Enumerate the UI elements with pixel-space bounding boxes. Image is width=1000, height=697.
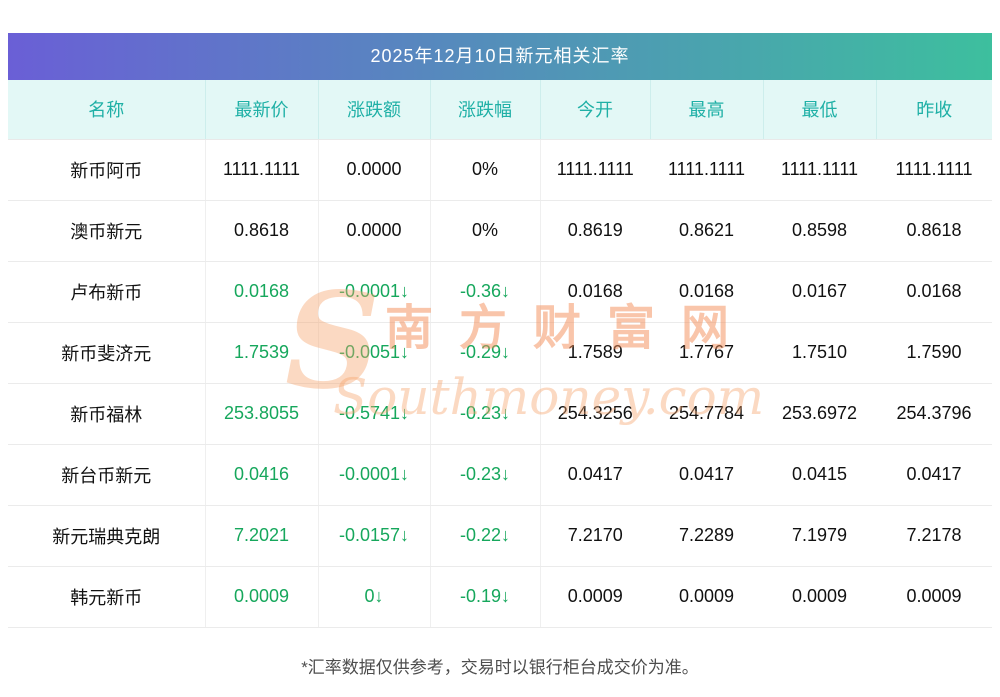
cell-high: 1111.1111: [650, 139, 763, 201]
table-row: 新币斐济元 1.7539 -0.0051↓ -0.29↓ 1.7589 1.7767 1.7…: [8, 322, 992, 384]
cell-low: 7.1979: [763, 505, 876, 567]
cell-name: 新币斐济元: [8, 322, 206, 384]
cell-name: 新台币新元: [8, 444, 206, 506]
column-header-high: 最高: [650, 80, 764, 140]
table-header: 名称 最新价 涨跌额 涨跌幅 今开 最高 最低 昨收: [8, 80, 992, 140]
cell-latest: 0.8618: [205, 200, 319, 262]
cell-pct: -0.23↓: [430, 444, 541, 506]
cell-open: 1.7589: [540, 322, 650, 384]
cell-prev: 254.3796: [876, 383, 992, 445]
cell-pct: -0.19↓: [430, 566, 541, 628]
cell-latest: 1.7539: [205, 322, 319, 384]
column-header-change: 涨跌额: [318, 80, 431, 140]
cell-change: -0.5741↓: [318, 383, 431, 445]
cell-change: -0.0051↓: [318, 322, 431, 384]
column-header-low: 最低: [763, 80, 877, 140]
cell-latest: 1111.1111: [205, 139, 319, 201]
cell-open: 0.0417: [540, 444, 650, 506]
column-header-name: 名称: [8, 80, 206, 140]
table-row: 新元瑞典克朗 7.2021 -0.0157↓ -0.22↓ 7.2170 7.2289 7.…: [8, 505, 992, 567]
cell-change: 0↓: [318, 566, 431, 628]
cell-name: 韩元新币: [8, 566, 206, 628]
cell-high: 0.8621: [650, 200, 763, 262]
table-row: 澳币新元 0.8618 0.0000 0% 0.8619 0.8621 0.8598 0.86…: [8, 200, 992, 262]
table-body: 新币阿币 1111.1111 0.0000 0% 1111.1111 1111.1111 1…: [8, 139, 992, 628]
cell-high: 0.0009: [650, 566, 763, 628]
cell-pct: -0.22↓: [430, 505, 541, 567]
cell-open: 254.3256: [540, 383, 650, 445]
table-row: 新台币新元 0.0416 -0.0001↓ -0.23↓ 0.0417 0.0417 0.0…: [8, 444, 992, 506]
cell-prev: 0.0168: [876, 261, 992, 323]
cell-change: 0.0000: [318, 200, 431, 262]
cell-latest: 7.2021: [205, 505, 319, 567]
cell-high: 7.2289: [650, 505, 763, 567]
cell-low: 1.7510: [763, 322, 876, 384]
cell-pct: -0.29↓: [430, 322, 541, 384]
cell-prev: 0.0009: [876, 566, 992, 628]
cell-pct: 0%: [430, 139, 541, 201]
cell-name: 卢布新币: [8, 261, 206, 323]
header-row: 名称 最新价 涨跌额 涨跌幅 今开 最高 最低 昨收: [8, 80, 992, 140]
cell-prev: 0.8618: [876, 200, 992, 262]
cell-low: 0.0415: [763, 444, 876, 506]
table-row: 新币阿币 1111.1111 0.0000 0% 1111.1111 1111.1111 1…: [8, 139, 992, 201]
cell-low: 0.0009: [763, 566, 876, 628]
cell-open: 1111.1111: [540, 139, 650, 201]
cell-high: 254.7784: [650, 383, 763, 445]
table-row: 卢布新币 0.0168 -0.0001↓ -0.36↓ 0.0168 0.0168 0.01…: [8, 261, 992, 323]
column-header-pct: 涨跌幅: [430, 80, 541, 140]
cell-latest: 0.0416: [205, 444, 319, 506]
cell-prev: 0.0417: [876, 444, 992, 506]
column-header-latest: 最新价: [205, 80, 319, 140]
cell-name: 新币阿币: [8, 139, 206, 201]
cell-open: 0.8619: [540, 200, 650, 262]
cell-name: 新元瑞典克朗: [8, 505, 206, 567]
cell-name: 澳币新元: [8, 200, 206, 262]
column-header-prev: 昨收: [876, 80, 992, 140]
cell-low: 1111.1111: [763, 139, 876, 201]
cell-latest: 253.8055: [205, 383, 319, 445]
cell-latest: 0.0168: [205, 261, 319, 323]
table-title: 2025年12月10日新元相关汇率: [8, 33, 992, 80]
cell-change: -0.0157↓: [318, 505, 431, 567]
cell-low: 0.8598: [763, 200, 876, 262]
cell-pct: -0.23↓: [430, 383, 541, 445]
cell-high: 0.0417: [650, 444, 763, 506]
disclaimer-text: *汇率数据仅供参考，交易时以银行柜台成交价为准。: [301, 657, 699, 677]
cell-change: -0.0001↓: [318, 261, 431, 323]
table-row: 韩元新币 0.0009 0↓ -0.19↓ 0.0009 0.0009 0.0009 0.00…: [8, 566, 992, 628]
cell-low: 0.0167: [763, 261, 876, 323]
cell-open: 7.2170: [540, 505, 650, 567]
cell-low: 253.6972: [763, 383, 876, 445]
cell-open: 0.0168: [540, 261, 650, 323]
cell-open: 0.0009: [540, 566, 650, 628]
table-row: 新币福林 253.8055 -0.5741↓ -0.23↓ 254.3256 254.77…: [8, 383, 992, 445]
cell-change: 0.0000: [318, 139, 431, 201]
cell-prev: 7.2178: [876, 505, 992, 567]
exchange-rate-table: 名称 最新价 涨跌额 涨跌幅 今开 最高 最低 昨收 新币阿币 1111.1111 0.0000 0…: [8, 80, 992, 628]
cell-pct: 0%: [430, 200, 541, 262]
cell-high: 0.0168: [650, 261, 763, 323]
cell-latest: 0.0009: [205, 566, 319, 628]
cell-name: 新币福林: [8, 383, 206, 445]
cell-prev: 1111.1111: [876, 139, 992, 201]
cell-change: -0.0001↓: [318, 444, 431, 506]
cell-high: 1.7767: [650, 322, 763, 384]
cell-pct: -0.36↓: [430, 261, 541, 323]
column-header-open: 今开: [540, 80, 651, 140]
cell-prev: 1.7590: [876, 322, 992, 384]
